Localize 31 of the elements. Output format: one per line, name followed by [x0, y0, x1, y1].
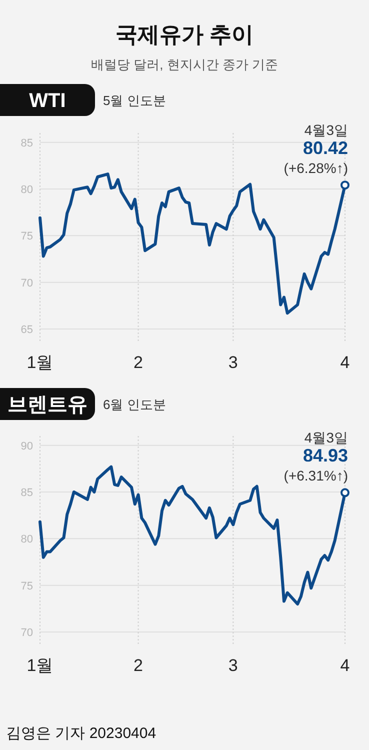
x-tick-label: 4: [340, 353, 350, 372]
chart-title: WTI: [29, 90, 66, 112]
y-tick-label: 70: [20, 627, 33, 639]
text: 배럴당 달러, 현지시간 종가 기준: [90, 57, 278, 72]
y-tick-label: 75: [20, 230, 33, 243]
y-tick-label: 85: [20, 487, 33, 499]
annotation: (+6.28%↑): [284, 160, 348, 176]
x-tick-label: 1월: [26, 656, 54, 675]
x-tick-label: 3: [228, 353, 238, 372]
annotation: (+6.31%↑): [284, 468, 348, 484]
y-tick-label: 80: [20, 534, 33, 546]
y-tick-label: 75: [20, 580, 33, 592]
y-tick-label: 80: [20, 184, 33, 196]
annotation: 84.93: [302, 446, 348, 466]
text: 김영은 기자 20230404: [6, 725, 156, 742]
text: 국제유가 추이: [115, 22, 254, 47]
annotation: 80.42: [302, 138, 348, 158]
x-tick-label: 3: [228, 656, 238, 675]
x-tick-label: 2: [134, 656, 144, 675]
annotation: 4월3일: [304, 122, 348, 138]
y-tick-label: 70: [20, 277, 33, 290]
chart-title: 브렌트유: [8, 394, 88, 416]
annotation: 4월3일: [304, 430, 348, 446]
x-tick-label: 2: [134, 353, 144, 372]
y-tick-label: 85: [20, 137, 33, 150]
y-tick-label: 65: [20, 324, 33, 336]
y-tick-label: 90: [20, 440, 33, 452]
chart-subtitle: 6월 인도분: [103, 397, 166, 412]
x-tick-label: 1월: [26, 353, 54, 372]
chart-subtitle: 5월 인도분: [103, 93, 166, 108]
x-tick-label: 4: [340, 656, 350, 675]
